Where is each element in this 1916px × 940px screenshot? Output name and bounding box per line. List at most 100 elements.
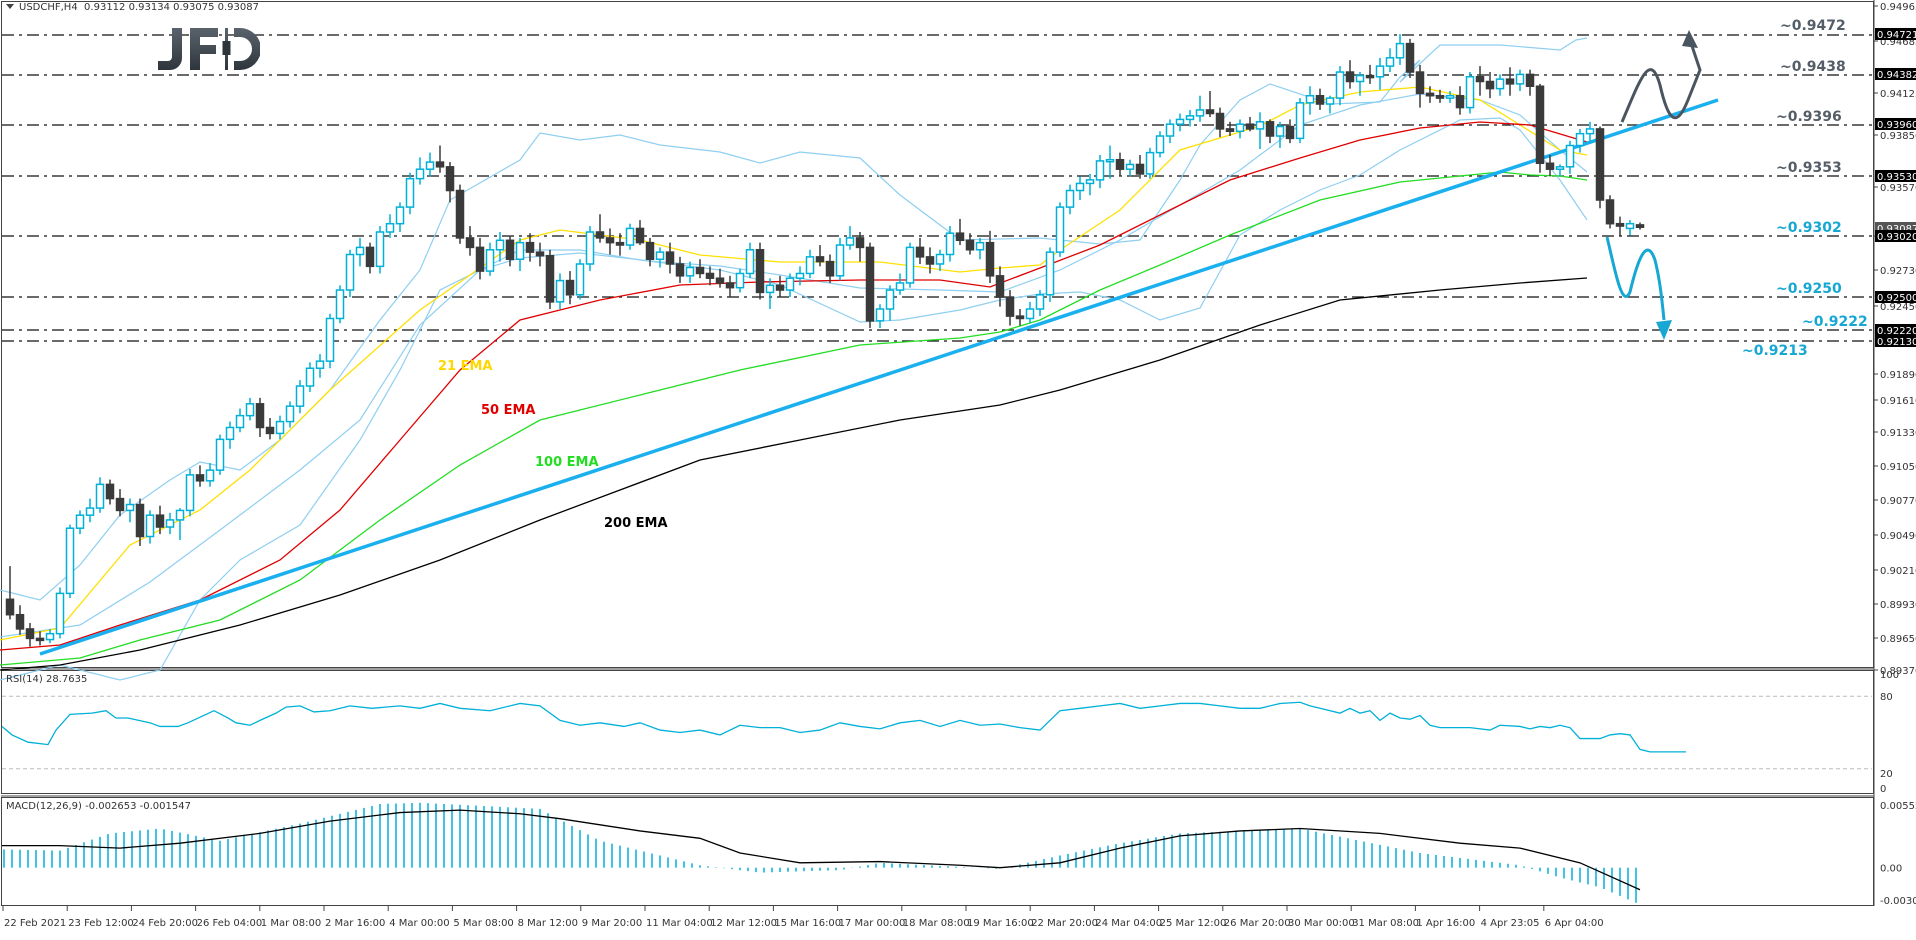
candle bbox=[425, 152, 435, 177]
candle bbox=[1605, 195, 1615, 229]
candle bbox=[1595, 126, 1605, 209]
time-tick-label: 22 Feb 2021 bbox=[4, 918, 66, 929]
candle bbox=[1615, 216, 1625, 236]
level-label: ~0.9213 bbox=[1742, 343, 1808, 359]
macd-axis-label: 0.005525 bbox=[1880, 801, 1916, 812]
candle bbox=[825, 254, 835, 283]
100-ema-line bbox=[0, 171, 1588, 666]
candle bbox=[1035, 290, 1045, 317]
candle bbox=[1585, 121, 1595, 144]
candle bbox=[225, 421, 235, 449]
arrow-down-head-icon bbox=[1656, 320, 1672, 340]
candle bbox=[145, 510, 155, 544]
candle bbox=[35, 631, 45, 646]
candle bbox=[1105, 145, 1115, 179]
candle bbox=[1245, 117, 1255, 132]
candle bbox=[1375, 57, 1385, 90]
time-tick-label: 17 Mar 00:00 bbox=[839, 918, 906, 929]
candle bbox=[1265, 119, 1275, 144]
time-tick-label: 24 Mar 04:00 bbox=[1095, 918, 1162, 929]
candle bbox=[1135, 154, 1145, 179]
level-label: ~0.9250 bbox=[1776, 281, 1842, 297]
level-labels: ~0.9472 ~0.9438 ~0.9396 ~0.9353 ~0.9302 ~0.92… bbox=[1742, 18, 1868, 359]
candlesticks bbox=[5, 34, 1645, 647]
candle bbox=[975, 237, 985, 260]
candle bbox=[575, 259, 585, 300]
candle bbox=[395, 202, 405, 232]
uptrend-line[interactable] bbox=[39, 98, 1719, 656]
time-tick-label: 24 Feb 20:00 bbox=[132, 918, 198, 929]
price-tag-label: 0.92220 bbox=[1877, 326, 1916, 337]
candle bbox=[1225, 121, 1235, 137]
candle bbox=[675, 256, 685, 283]
candle bbox=[435, 145, 445, 173]
candle bbox=[165, 512, 175, 535]
time-tick-label: 23 Feb 12:00 bbox=[68, 918, 134, 929]
macd-pane-frame bbox=[1, 797, 1874, 906]
candle bbox=[1125, 159, 1135, 177]
candle bbox=[565, 271, 575, 305]
price-tick-label: 0.94125 bbox=[1880, 89, 1916, 100]
candle bbox=[95, 477, 105, 513]
candle bbox=[1395, 34, 1405, 65]
candle bbox=[315, 354, 325, 378]
candle bbox=[545, 249, 555, 310]
21-ema-line bbox=[0, 86, 1588, 641]
candle bbox=[1495, 74, 1505, 96]
candle bbox=[285, 401, 295, 428]
50-ema-line bbox=[0, 121, 1588, 651]
candle bbox=[585, 226, 595, 272]
candle bbox=[1485, 72, 1495, 99]
candle bbox=[1315, 88, 1325, 110]
candle bbox=[495, 231, 505, 262]
level-label: ~0.9472 bbox=[1780, 18, 1846, 34]
price-tag bbox=[1875, 118, 1916, 130]
time-tick-label: 26 Mar 20:00 bbox=[1224, 918, 1291, 929]
collapse-triangle-icon[interactable] bbox=[6, 4, 14, 9]
price-tag-label: 0.94721 bbox=[1877, 30, 1916, 41]
time-tick-label: 5 Mar 08:00 bbox=[453, 918, 513, 929]
ema-label: 200 EMA bbox=[604, 516, 668, 531]
bullish-scenario-arrow bbox=[1620, 39, 1702, 123]
candle bbox=[645, 237, 655, 267]
rsi-axis-label: 80 bbox=[1880, 692, 1893, 703]
candle bbox=[845, 226, 855, 250]
candle bbox=[1295, 98, 1305, 144]
price-tag bbox=[1875, 324, 1916, 336]
ema-label: 100 EMA bbox=[535, 455, 599, 470]
candle bbox=[75, 510, 85, 535]
time-tick-label: 12 Mar 12:00 bbox=[710, 918, 777, 929]
horizontal-levels[interactable] bbox=[2, 34, 1872, 342]
candle bbox=[1465, 72, 1475, 114]
rsi-line bbox=[1, 701, 1686, 753]
candle bbox=[1045, 247, 1055, 302]
candle bbox=[855, 231, 865, 262]
time-tick-label: 26 Feb 04:00 bbox=[197, 918, 263, 929]
candle bbox=[275, 415, 285, 440]
ema-labels: 21 EMA 50 EMA 100 EMA 200 EMA bbox=[438, 359, 668, 531]
time-tick-label: 15 Mar 16:00 bbox=[774, 918, 841, 929]
level-label: ~0.9438 bbox=[1780, 59, 1846, 75]
candle bbox=[195, 465, 205, 487]
candle bbox=[305, 362, 315, 392]
trendline[interactable] bbox=[39, 98, 1719, 656]
macd-signal-line bbox=[2, 809, 1641, 891]
candle bbox=[135, 498, 145, 546]
candle bbox=[905, 242, 915, 288]
candle bbox=[205, 463, 215, 487]
price-tick-label: 0.94685 bbox=[1880, 37, 1916, 48]
price-axis[interactable]: 0.949650.946850.941250.938500.935700.932… bbox=[1873, 0, 1916, 906]
candle bbox=[105, 479, 115, 505]
